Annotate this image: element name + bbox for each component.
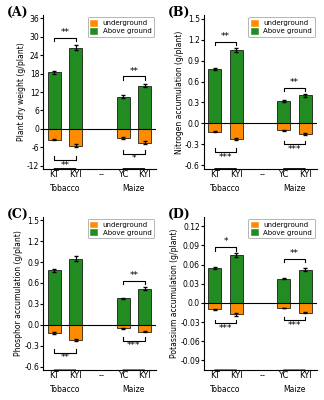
- Text: **: **: [61, 160, 69, 170]
- Bar: [69, 129, 82, 146]
- Bar: [138, 325, 151, 332]
- Bar: [69, 258, 82, 325]
- Bar: [48, 325, 61, 333]
- Bar: [48, 72, 61, 129]
- Text: ***: ***: [219, 324, 232, 333]
- Bar: [117, 129, 130, 138]
- Y-axis label: Potassium accumulation (g/plant): Potassium accumulation (g/plant): [170, 229, 179, 358]
- Legend: underground, Above ground: underground, Above ground: [248, 18, 315, 37]
- Text: **: **: [290, 249, 299, 258]
- Bar: [138, 288, 151, 325]
- Text: Tobacco: Tobacco: [210, 184, 241, 193]
- Y-axis label: Nitrogen accumulation (g/plant): Nitrogen accumulation (g/plant): [175, 30, 184, 154]
- Bar: [208, 268, 221, 303]
- Text: (B): (B): [168, 6, 191, 19]
- Bar: [117, 97, 130, 129]
- Y-axis label: Plant dry weight (g/plant): Plant dry weight (g/plant): [17, 43, 26, 141]
- Text: **: **: [290, 78, 299, 87]
- Bar: [277, 123, 290, 130]
- Text: Tobacco: Tobacco: [50, 184, 80, 193]
- Text: **: **: [61, 353, 69, 362]
- Bar: [69, 48, 82, 129]
- Bar: [230, 303, 243, 314]
- Text: Maize: Maize: [123, 385, 145, 394]
- Bar: [117, 325, 130, 328]
- Bar: [48, 270, 61, 325]
- Text: (A): (A): [7, 6, 29, 19]
- Text: **: **: [129, 271, 138, 280]
- Bar: [69, 325, 82, 340]
- Bar: [277, 101, 290, 123]
- Text: Tobacco: Tobacco: [50, 385, 80, 394]
- Bar: [138, 129, 151, 143]
- Text: Maize: Maize: [283, 184, 306, 193]
- Bar: [230, 255, 243, 303]
- Bar: [117, 298, 130, 325]
- Legend: underground, Above ground: underground, Above ground: [87, 18, 154, 37]
- Legend: underground, Above ground: underground, Above ground: [248, 219, 315, 238]
- Bar: [299, 270, 312, 303]
- Text: Maize: Maize: [283, 385, 306, 394]
- Text: (C): (C): [7, 208, 29, 220]
- Text: (D): (D): [168, 208, 191, 220]
- Text: **: **: [61, 28, 69, 37]
- Bar: [299, 303, 312, 312]
- Bar: [138, 86, 151, 129]
- Bar: [299, 96, 312, 123]
- Bar: [277, 303, 290, 308]
- Text: Tobacco: Tobacco: [210, 385, 241, 394]
- Text: **: **: [129, 67, 138, 76]
- Text: *: *: [132, 154, 136, 164]
- Text: ***: ***: [288, 145, 301, 154]
- Legend: underground, Above ground: underground, Above ground: [87, 219, 154, 238]
- Text: Maize: Maize: [123, 184, 145, 193]
- Text: ***: ***: [219, 152, 232, 162]
- Bar: [208, 69, 221, 123]
- Y-axis label: Phosphor accumulation (g/plant): Phosphor accumulation (g/plant): [14, 230, 23, 356]
- Bar: [230, 50, 243, 123]
- Bar: [230, 123, 243, 139]
- Bar: [208, 123, 221, 132]
- Text: *: *: [223, 238, 228, 246]
- Text: ***: ***: [288, 321, 301, 330]
- Bar: [277, 279, 290, 303]
- Text: ***: ***: [127, 342, 141, 350]
- Text: **: **: [221, 32, 230, 41]
- Bar: [208, 303, 221, 309]
- Bar: [48, 129, 61, 140]
- Bar: [299, 123, 312, 134]
